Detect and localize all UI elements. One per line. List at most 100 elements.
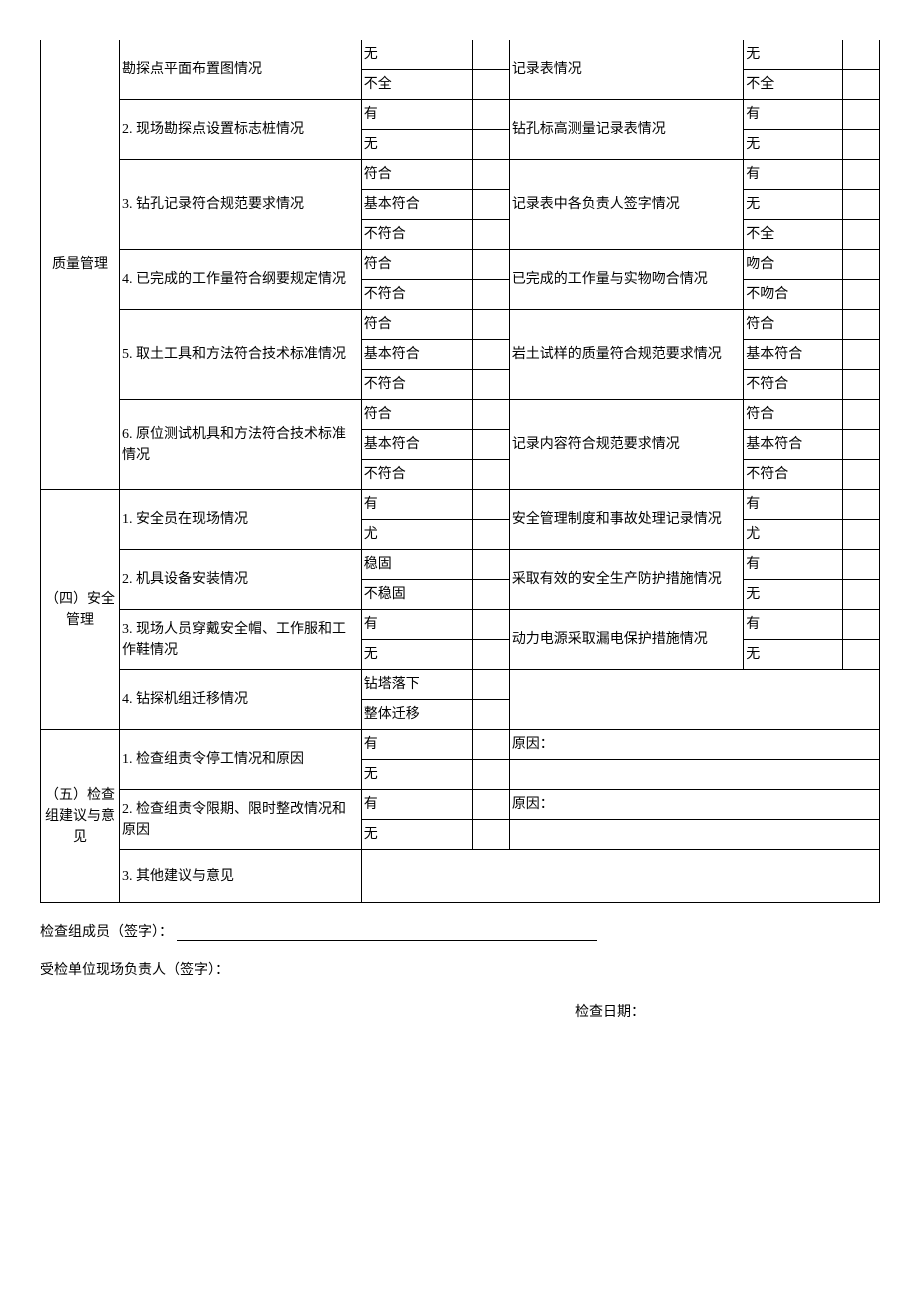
check-cell	[472, 670, 509, 700]
check-cell	[472, 310, 509, 340]
option-cell: 有	[744, 100, 843, 130]
signature-line-1: 检查组成员（签字）：	[40, 921, 880, 941]
section-header-safety: （四）安全管理	[41, 490, 120, 730]
section-header-suggest: （五）检查组建议与意见	[41, 730, 120, 903]
check-cell	[472, 520, 509, 550]
item-label: 3. 其他建议与意见	[119, 850, 361, 903]
check-cell	[472, 820, 509, 850]
blank-cell	[509, 820, 879, 850]
reason-cell: 原因：	[509, 730, 879, 760]
item-label: 已完成的工作量与实物吻合情况	[509, 250, 743, 310]
check-cell	[842, 100, 879, 130]
check-cell	[472, 640, 509, 670]
check-cell	[472, 370, 509, 400]
option-cell: 不全	[361, 70, 472, 100]
date-label: 检查日期：	[575, 1005, 645, 1020]
option-cell: 有	[361, 100, 472, 130]
check-cell	[842, 340, 879, 370]
check-cell	[472, 580, 509, 610]
check-cell	[842, 490, 879, 520]
item-label: 2. 检查组责令限期、限时整改情况和原因	[119, 790, 361, 850]
check-cell	[472, 130, 509, 160]
item-label: 记录内容符合规范要求情况	[509, 400, 743, 490]
option-cell: 不符合	[361, 280, 472, 310]
check-cell	[472, 790, 509, 820]
check-cell	[842, 460, 879, 490]
section-header-quality: 质量管理	[41, 40, 120, 490]
check-cell	[842, 430, 879, 460]
blank-cell	[509, 670, 879, 730]
check-cell	[842, 520, 879, 550]
option-cell: 有	[744, 160, 843, 190]
check-cell	[472, 160, 509, 190]
check-cell	[472, 460, 509, 490]
check-cell	[472, 100, 509, 130]
option-cell: 符合	[361, 160, 472, 190]
option-cell: 尤	[361, 520, 472, 550]
option-cell: 不符合	[361, 220, 472, 250]
sign1-label: 检查组成员（签字）：	[40, 925, 173, 940]
option-cell: 有	[361, 610, 472, 640]
option-cell: 有	[744, 550, 843, 580]
item-label: 动力电源采取漏电保护措施情况	[509, 610, 743, 670]
check-cell	[842, 580, 879, 610]
option-cell: 整体迁移	[361, 700, 472, 730]
blank-cell	[361, 850, 879, 903]
option-cell: 符合	[361, 310, 472, 340]
item-label: 安全管理制度和事故处理记录情况	[509, 490, 743, 550]
option-cell: 基本符合	[361, 190, 472, 220]
check-cell	[472, 280, 509, 310]
option-cell: 符合	[744, 310, 843, 340]
check-cell	[842, 400, 879, 430]
option-cell: 不符合	[744, 460, 843, 490]
inspection-table: 质量管理勘探点平面布置图情况无记录表情况无不全不全2. 现场勘探点设置标志桩情况…	[40, 40, 880, 903]
reason-cell: 原因：	[509, 790, 879, 820]
option-cell: 吻合	[744, 250, 843, 280]
option-cell: 无	[361, 40, 472, 70]
item-label: 钻孔标高测量记录表情况	[509, 100, 743, 160]
item-label: 采取有效的安全生产防护措施情况	[509, 550, 743, 610]
item-label: 4. 已完成的工作量符合纲要规定情况	[119, 250, 361, 310]
blank-cell	[509, 760, 879, 790]
option-cell: 不吻合	[744, 280, 843, 310]
item-label: 5. 取土工具和方法符合技术标准情况	[119, 310, 361, 400]
item-label: 岩土试样的质量符合规范要求情况	[509, 310, 743, 400]
option-cell: 有	[744, 610, 843, 640]
option-cell: 基本符合	[744, 430, 843, 460]
check-cell	[472, 700, 509, 730]
option-cell: 不全	[744, 70, 843, 100]
check-cell	[472, 340, 509, 370]
item-label: 1. 检查组责令停工情况和原因	[119, 730, 361, 790]
check-cell	[472, 220, 509, 250]
option-cell: 基本符合	[361, 430, 472, 460]
check-cell	[842, 370, 879, 400]
check-cell	[472, 400, 509, 430]
option-cell: 不符合	[361, 460, 472, 490]
sign2-label: 受检单位现场负责人（签字）：	[40, 963, 229, 978]
check-cell	[472, 760, 509, 790]
option-cell: 不符合	[744, 370, 843, 400]
option-cell: 无	[361, 760, 472, 790]
signature-line-2: 受检单位现场负责人（签字）：	[40, 959, 880, 979]
check-cell	[842, 190, 879, 220]
check-cell	[472, 190, 509, 220]
option-cell: 无	[744, 190, 843, 220]
option-cell: 无	[361, 640, 472, 670]
check-cell	[472, 490, 509, 520]
item-label: 1. 安全员在现场情况	[119, 490, 361, 550]
option-cell: 不稳固	[361, 580, 472, 610]
check-cell	[842, 220, 879, 250]
item-label: 3. 钻孔记录符合规范要求情况	[119, 160, 361, 250]
check-cell	[842, 640, 879, 670]
option-cell: 基本符合	[744, 340, 843, 370]
option-cell: 尤	[744, 520, 843, 550]
check-cell	[472, 430, 509, 460]
item-label: 4. 钻探机组迁移情况	[119, 670, 361, 730]
check-cell	[472, 730, 509, 760]
option-cell: 基本符合	[361, 340, 472, 370]
check-cell	[842, 160, 879, 190]
option-cell: 不全	[744, 220, 843, 250]
check-cell	[472, 40, 509, 70]
option-cell: 无	[744, 40, 843, 70]
check-cell	[472, 550, 509, 580]
